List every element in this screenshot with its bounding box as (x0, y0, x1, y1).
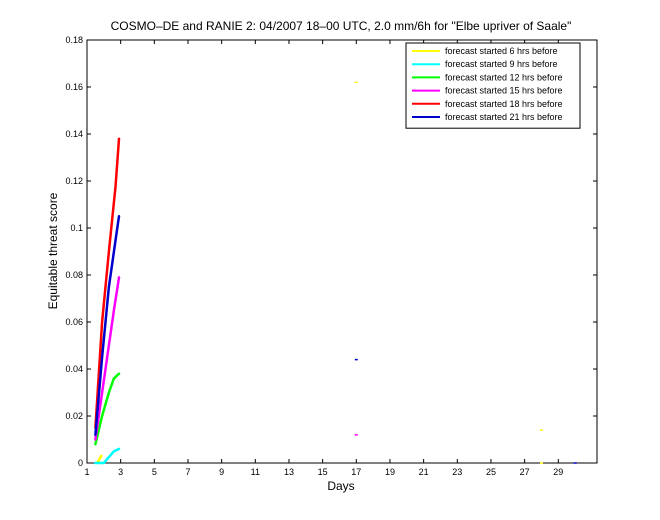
series-6 (94, 214, 577, 464)
x-tick-label: 1 (84, 467, 89, 477)
y-axis: 0 0.02 0.04 0.06 0.08 0.1 0.12 0.14 0.16 0.18 (65, 35, 597, 468)
x-tick-label: 17 (351, 467, 361, 477)
y-tick-label: 0.18 (65, 35, 83, 45)
plot-area-frame (86, 39, 598, 464)
legend-entry: forecast started 21 hrs before (445, 112, 563, 122)
series-line (94, 276, 121, 441)
legend: forecast started 6 hrs before forecast st… (405, 42, 581, 129)
x-axis-label: Days (327, 479, 354, 493)
x-tick-label: 19 (385, 467, 395, 477)
legend-entry: forecast started 18 hrs before (445, 99, 563, 109)
series-2 (94, 447, 121, 465)
y-tick-label: 0 (78, 458, 83, 468)
legend-entry: forecast started 9 hrs before (445, 59, 558, 69)
y-tick-label: 0.08 (65, 270, 83, 280)
y-tick-label: 0.06 (65, 317, 83, 327)
y-axis-label: Equitable threat score (46, 192, 60, 309)
x-tick-label: 29 (553, 467, 563, 477)
y-tick-label: 0.16 (65, 82, 83, 92)
x-tick-label: 5 (152, 467, 157, 477)
x-tick-label: 25 (486, 467, 496, 477)
x-tick-label: 7 (185, 467, 190, 477)
x-tick-label: 15 (318, 467, 328, 477)
series-line (94, 372, 121, 446)
series-line (94, 137, 121, 430)
series-line (94, 214, 121, 437)
series-5 (94, 137, 121, 430)
series-layer (94, 81, 577, 465)
x-tick-label: 13 (284, 467, 294, 477)
legend-entry: forecast started 15 hrs before (445, 86, 563, 96)
series-4 (94, 276, 358, 441)
legend-entry: forecast started 6 hrs before (445, 46, 558, 56)
x-tick-label: 27 (520, 467, 530, 477)
series-3 (94, 372, 121, 446)
y-tick-label: 0.1 (70, 223, 83, 233)
x-tick-label: 3 (118, 467, 123, 477)
legend-box (405, 42, 581, 129)
series-line (94, 447, 121, 465)
x-tick-label: 21 (419, 467, 429, 477)
y-tick-label: 0.12 (65, 176, 83, 186)
y-tick-label: 0.04 (65, 364, 83, 374)
x-tick-label: 9 (219, 467, 224, 477)
chart-title: COSMO–DE and RANIE 2: 04/2007 18–00 UTC,… (111, 19, 572, 33)
y-tick-label: 0.02 (65, 411, 83, 421)
y-tick-label: 0.14 (65, 129, 83, 139)
x-axis: 1 3 5 7 9 11 13 15 17 19 21 23 25 27 29 (84, 40, 563, 477)
legend-entry: forecast started 12 hrs before (445, 72, 563, 82)
x-tick-label: 23 (452, 467, 462, 477)
x-tick-label: 11 (251, 467, 260, 477)
